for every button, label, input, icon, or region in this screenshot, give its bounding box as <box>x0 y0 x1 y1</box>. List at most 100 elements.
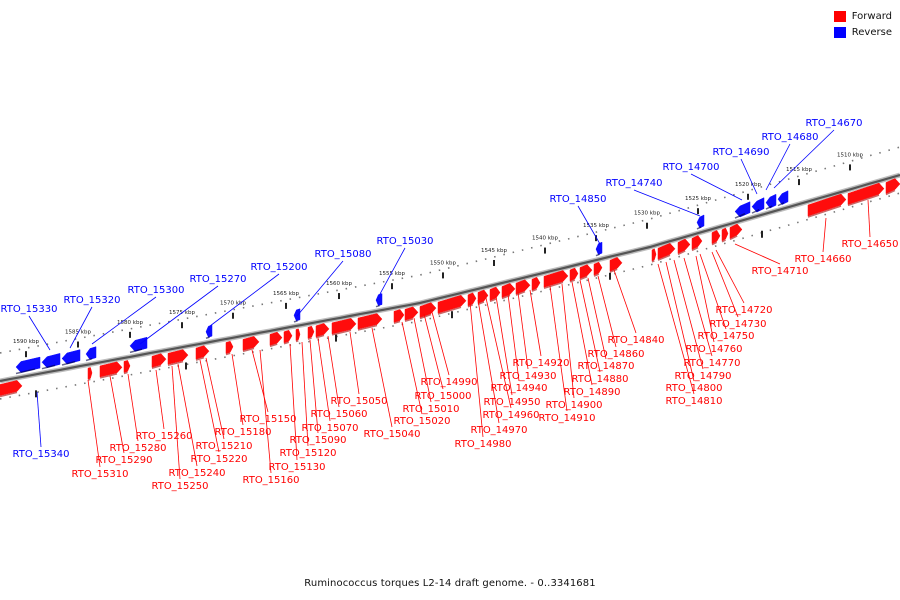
reverse-gene-8 <box>595 241 603 255</box>
forward-gene-27-shade <box>569 279 576 283</box>
forward-gene-leader <box>127 373 139 442</box>
forward-gene-25 <box>531 276 541 291</box>
forward-gene-leader <box>431 311 450 376</box>
forward-gene-0 <box>0 380 23 396</box>
reverse-gene-label: RTO_15030 <box>376 236 433 247</box>
reverse-gene-label: RTO_15300 <box>127 285 184 296</box>
forward-gene-32 <box>657 243 676 260</box>
forward-gene-leader <box>485 297 512 409</box>
forward-gene-leader <box>579 279 601 373</box>
forward-gene-3-shade <box>123 371 128 375</box>
forward-gene-leader <box>413 317 432 403</box>
forward-gene-7-shade <box>225 352 231 356</box>
forward-gene-label: RTO_15090 <box>289 435 346 446</box>
forward-gene-28 <box>579 264 593 279</box>
forward-gene-label: RTO_15220 <box>190 454 247 465</box>
reverse-gene-label: RTO_15320 <box>63 295 120 306</box>
kbp-label: 1560 kbp <box>326 281 352 287</box>
forward-gene-leader <box>517 291 529 370</box>
reverse-gene-label: RTO_14670 <box>805 118 862 129</box>
forward-gene-leader <box>683 257 713 357</box>
forward-gene-37-shade <box>729 235 738 241</box>
forward-gene-12 <box>307 325 315 339</box>
kbp-label: 1580 kbp <box>117 320 143 326</box>
forward-gene-11-shade <box>295 340 299 343</box>
legend-forward: Forward <box>833 8 892 24</box>
forward-gene-label: RTO_14710 <box>751 266 808 277</box>
legend: Forward Reverse <box>833 8 892 40</box>
forward-gene-7 <box>225 340 234 354</box>
forward-gene-30-shade <box>609 268 618 273</box>
forward-gene-16-shade <box>393 320 401 325</box>
reverse-gene-label: RTO_15340 <box>12 449 69 460</box>
forward-gene-label: RTO_14660 <box>794 254 851 265</box>
forward-gene-leader <box>673 259 704 370</box>
forward-gene-13-shade <box>315 334 325 339</box>
forward-gene-18 <box>419 302 437 318</box>
reverse-gene-leader <box>91 296 157 345</box>
forward-gene-label: RTO_15000 <box>414 391 471 402</box>
forward-gene-label: RTO_14940 <box>490 383 547 394</box>
forward-gene-label: RTO_15240 <box>168 468 225 479</box>
forward-gene-23-shade <box>501 294 511 300</box>
reverse-gene-10 <box>734 201 751 218</box>
forward-gene-leader <box>867 199 871 238</box>
forward-gene-label: RTO_14960 <box>482 410 539 421</box>
kbp-label: 1530 kbp <box>634 211 660 217</box>
reverse-gene-leader <box>28 315 51 351</box>
forward-gene-label: RTO_14760 <box>685 344 742 355</box>
forward-gene-5-shade <box>167 360 184 367</box>
forward-gene-24-shade <box>515 291 526 296</box>
reverse-gene-leader <box>379 247 406 295</box>
genome-caption: Ruminococcus torques L2-14 draft genome.… <box>304 578 596 589</box>
forward-gene-label: RTO_15010 <box>402 404 459 415</box>
forward-gene-label: RTO_15040 <box>363 429 420 440</box>
forward-gene-10-shade <box>283 341 290 345</box>
forward-gene-label: RTO_14870 <box>577 361 634 372</box>
reverse-gene-11-shade <box>751 208 760 214</box>
reverse-gene-2-shade <box>61 360 76 366</box>
kbp-label: 1565 kbp <box>273 291 299 297</box>
reverse-gene-8-shade <box>595 253 600 257</box>
reverse-gene-7-shade <box>375 304 380 308</box>
forward-gene-label: RTO_14890 <box>563 387 620 398</box>
reverse-gene-label: RTO_15080 <box>314 249 371 260</box>
forward-gene-8-shade <box>242 347 255 353</box>
forward-gene-label: RTO_14950 <box>483 397 540 408</box>
forward-gene-leader <box>301 341 309 447</box>
forward-gene-39 <box>847 182 885 205</box>
forward-gene-4-shade <box>151 364 162 369</box>
forward-gene-12-shade <box>307 337 312 341</box>
forward-gene-leader <box>715 249 745 304</box>
forward-gene-label: RTO_14990 <box>420 377 477 388</box>
forward-gene-19-shade <box>437 306 462 315</box>
kbp-label: 1550 kbp <box>430 260 456 266</box>
forward-gene-label: RTO_14720 <box>715 305 772 316</box>
forward-gene-label: RTO_14750 <box>697 331 754 342</box>
forward-gene-label: RTO_14860 <box>587 349 644 360</box>
forward-gene-35 <box>711 230 721 245</box>
forward-gene-11 <box>295 328 301 341</box>
reverse-gene-leader <box>690 173 743 201</box>
forward-gene-3 <box>123 360 131 373</box>
forward-gene-36-shade <box>721 239 726 243</box>
forward-gene-leader <box>155 369 165 430</box>
forward-gene-label: RTO_14730 <box>709 319 766 330</box>
forward-gene-label: RTO_15150 <box>239 414 296 425</box>
forward-gene-leader <box>695 255 715 343</box>
forward-gene-33-shade <box>677 250 686 256</box>
forward-gene-leader <box>171 365 181 480</box>
forward-gene-leader <box>349 331 360 395</box>
forward-gene-40-shade <box>885 189 896 196</box>
reverse-gene-11 <box>751 197 765 213</box>
forward-gene-leader <box>423 313 444 390</box>
reverse-gene-2 <box>61 349 81 365</box>
forward-gene-39-shade <box>847 194 880 207</box>
forward-gene-leader <box>657 263 695 395</box>
forward-gene-leader <box>571 281 593 386</box>
kbp-label: 1575 kbp <box>169 310 195 316</box>
forward-gene-38-shade <box>807 205 842 218</box>
forward-gene-22-shade <box>489 298 497 303</box>
kbp-label: 1590 kbp <box>13 339 39 345</box>
forward-gene-36 <box>721 227 729 242</box>
